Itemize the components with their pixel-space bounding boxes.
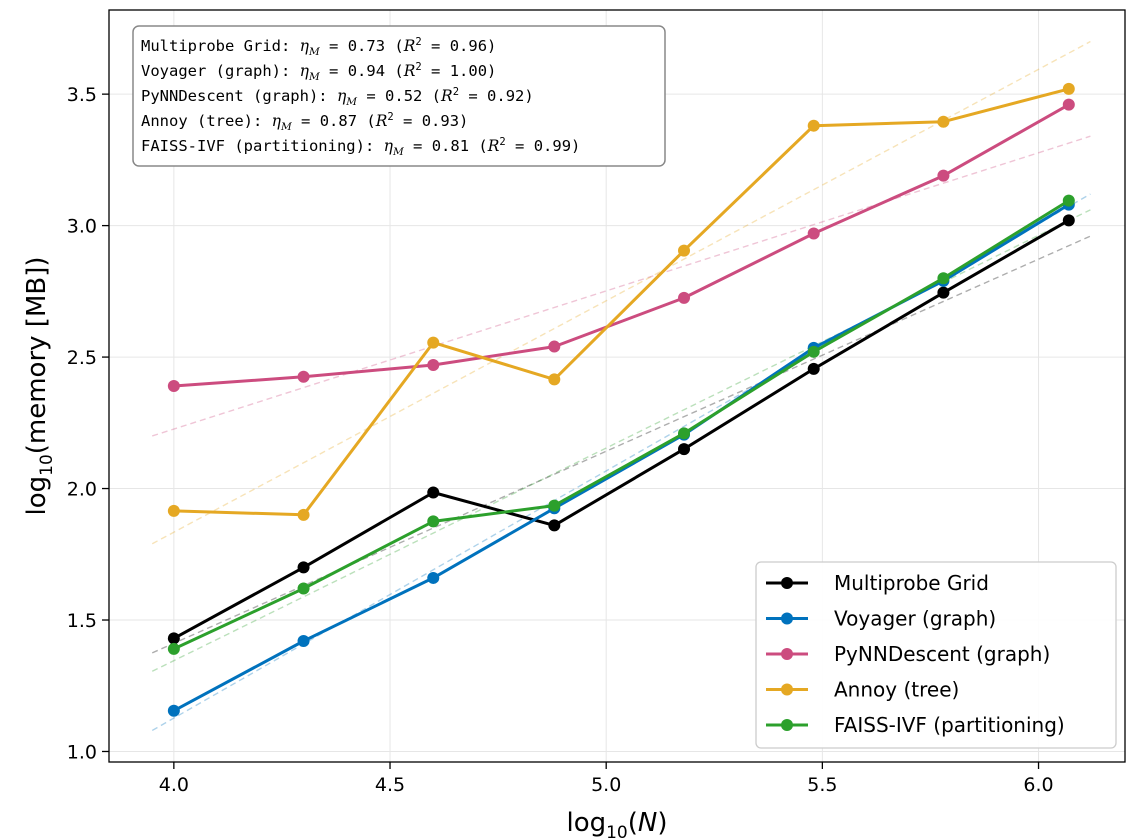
data-point	[1062, 98, 1075, 111]
series	[167, 214, 1075, 645]
data-point	[167, 504, 180, 517]
data-point	[678, 427, 691, 440]
fit-line	[151, 40, 1091, 545]
data-point	[167, 380, 180, 392]
x-tick-label: 5.5	[807, 774, 837, 796]
data-point	[937, 169, 950, 182]
y-tick-label: 3.5	[67, 84, 97, 106]
data-point	[297, 508, 310, 521]
annotation-box: Multiprobe Grid: ηM = 0.73 (R2 = 0.96) Vo…	[132, 25, 666, 167]
data-point	[427, 336, 440, 349]
x-tick-label: 4.0	[159, 774, 189, 796]
y-tick-label: 1.5	[67, 610, 97, 632]
x-tick-label: 5.0	[591, 774, 621, 796]
series-line	[173, 87, 1070, 517]
series	[167, 194, 1075, 655]
legend-swatch-marker	[781, 648, 793, 660]
legend-label: Multiprobe Grid	[834, 571, 989, 595]
data-point	[678, 291, 691, 304]
data-point	[1062, 194, 1075, 207]
data-point	[678, 244, 691, 257]
series-line	[173, 103, 1070, 388]
legend-label: PyNNDescent (graph)	[834, 642, 1050, 666]
data-point	[427, 486, 440, 499]
series	[167, 82, 1075, 521]
fit-line	[151, 235, 1091, 654]
annotation-line: Multiprobe Grid: ηM = 0.73 (R2 = 0.96)	[141, 36, 496, 58]
data-point	[1062, 214, 1075, 227]
legend-label: FAISS-IVF (partitioning)	[834, 713, 1065, 737]
data-point	[167, 642, 180, 655]
x-tick-label: 4.5	[375, 774, 405, 796]
x-axis-label: log10(N)	[566, 808, 667, 838]
data-point	[167, 704, 180, 717]
data-point	[678, 443, 691, 456]
data-point	[548, 499, 561, 512]
annotation-line: Voyager (graph): ηM = 0.94 (R2 = 1.00)	[141, 61, 496, 83]
y-tick-label: 2.5	[67, 347, 97, 369]
annotation-line: Annoy (tree): ηM = 0.87 (R2 = 0.93)	[141, 111, 468, 133]
legend-swatch-marker	[781, 577, 793, 589]
y-tick-label: 2.0	[67, 479, 97, 501]
annotation-line: PyNNDescent (graph): ηM = 0.52 (R2 = 0.9…	[141, 86, 534, 108]
annotation-box-frame	[132, 25, 666, 167]
data-point	[548, 373, 561, 386]
annotation-line: FAISS-IVF (partitioning): ηM = 0.81 (R2 …	[141, 136, 580, 158]
legend-label: Voyager (graph)	[834, 607, 996, 631]
data-point	[1062, 82, 1075, 95]
y-tick-label: 1.0	[67, 741, 97, 763]
data-point	[427, 515, 440, 528]
data-point	[807, 362, 820, 375]
data-point	[937, 272, 950, 285]
fit-line	[152, 135, 1091, 437]
data-point	[937, 115, 950, 128]
data-series	[167, 82, 1075, 717]
legend-frame	[755, 561, 1117, 749]
legend-label: Annoy (tree)	[834, 678, 959, 702]
legend-swatch-marker	[781, 612, 793, 625]
data-point	[807, 345, 820, 358]
plot-frame	[108, 9, 1126, 763]
series-line	[173, 219, 1070, 640]
axis-ticks: 4.0 4.5 5.0 5.5 6.0 1.0 1.5 2.0 2.5 3.0 3.5	[67, 84, 1054, 796]
data-point	[548, 519, 561, 532]
y-axis-label: log10(memory [MB])	[22, 256, 57, 515]
data-point	[297, 561, 310, 574]
data-point	[548, 340, 561, 353]
data-point	[297, 370, 310, 383]
x-tick-label: 6.0	[1023, 774, 1053, 796]
y-tick-label: 3.0	[67, 216, 97, 238]
data-point	[807, 119, 820, 132]
data-point	[427, 571, 440, 584]
legend-swatch-marker	[781, 719, 793, 731]
data-point	[167, 632, 180, 645]
data-point	[807, 227, 820, 240]
data-point	[297, 635, 310, 648]
legend: Multiprobe Grid Voyager (graph) PyNNDescen…	[755, 561, 1117, 749]
data-point	[427, 358, 440, 371]
data-point	[297, 582, 310, 595]
series-line	[173, 199, 1070, 651]
legend-swatch-marker	[781, 683, 793, 696]
series	[167, 98, 1075, 392]
data-point	[937, 286, 950, 299]
